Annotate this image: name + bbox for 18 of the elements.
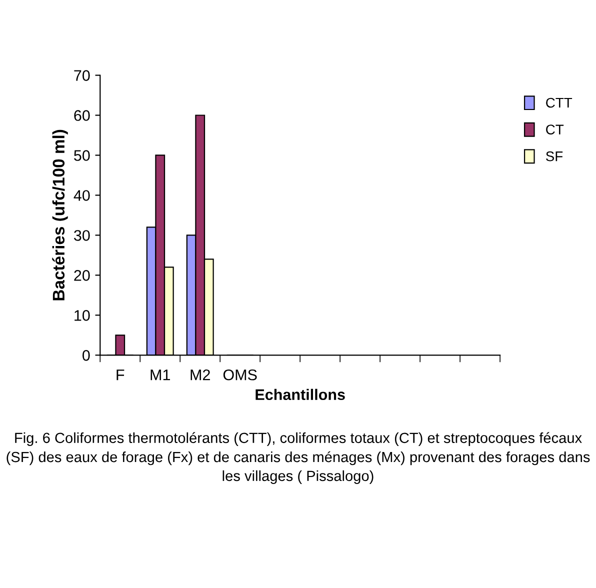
y-tick-label: 30 [74,230,90,241]
y-tick-label: 70 [74,70,90,81]
legend-label: CTT [546,98,572,108]
y-tick-label: 10 [74,310,90,321]
caption: Fig. 6 Coliformes thermotolérants (CTT), coliformes totaux (CT) et streptocoques fécaux (SF) des eaux de forage (Fx) et de canaris des ménages (Mx) provenant des forages dans les villages ( Pissalogo) [6,432,590,484]
legend-label: CT [546,124,564,134]
y-tick-label: 50 [74,150,90,161]
y-tick-label: 40 [74,190,90,201]
x-tick-label: M1 [150,370,170,380]
y-axis-title: Bactéries (ufc/100 ml) [52,130,68,300]
x-tick-label: M2 [190,369,210,380]
x-axis-title: Echantillons [256,388,345,400]
x-tick-label: OMS [223,369,257,380]
y-tick-label: 60 [74,110,90,121]
y-tick-label: 20 [74,270,90,281]
legend-label: SF [546,151,563,162]
y-tick-label: 0 [82,350,90,361]
x-tick-label: F [116,370,124,380]
